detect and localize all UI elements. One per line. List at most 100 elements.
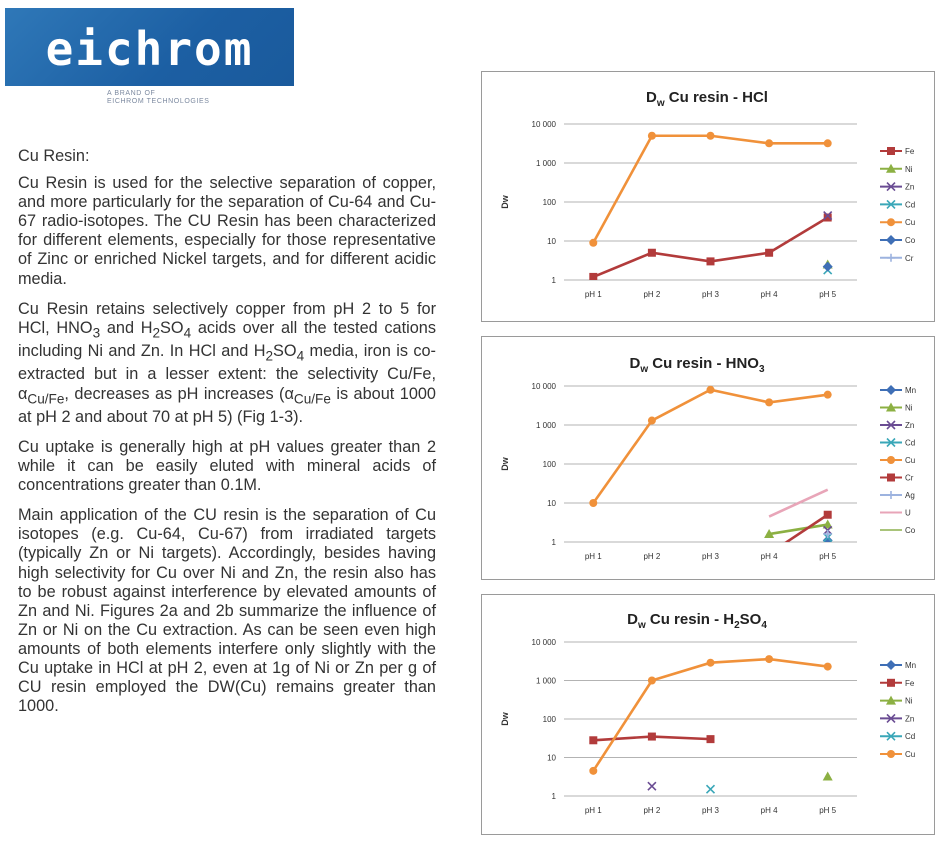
legend-label-cr: Cr: [905, 254, 914, 263]
paragraph-uptake: Cu uptake is generally high at pH values…: [18, 437, 436, 495]
legend-label-zn: Zn: [905, 421, 914, 430]
series-cu: [589, 655, 832, 775]
x-tick-label: pH 5: [819, 290, 836, 299]
y-tick-label: 100: [543, 460, 557, 469]
p2-part-g: , decreases as pH increases (α: [64, 384, 294, 403]
x-tick-label: pH 2: [643, 552, 660, 561]
subscript-cufe: Cu/Fe: [27, 390, 65, 406]
legend-marker-group: [886, 385, 896, 395]
x-tick-label: pH 1: [585, 552, 602, 561]
p2-part-d: acids over all the tested cations includ…: [18, 318, 436, 361]
legend-label-cu: Cu: [905, 456, 915, 465]
y-tick-label: 1 000: [536, 421, 557, 430]
chart-h2so4-title-d: D: [627, 611, 638, 628]
legend-marker-ag: [887, 491, 895, 499]
data-point-cu: [823, 390, 832, 399]
legend-label-fe: Fe: [905, 679, 915, 688]
data-point-fe: [647, 248, 656, 257]
legend-label-cd: Cd: [905, 200, 915, 209]
p2-part-f: media, iron is co-extracted but in a les…: [18, 342, 436, 403]
legend-marker-group: [886, 402, 896, 412]
data-point-cu: [765, 655, 774, 664]
data-point-ni: [822, 771, 833, 781]
legend-marker-group: [886, 199, 896, 209]
legend-marker-zn: [886, 182, 896, 192]
legend-marker-group: [887, 678, 895, 687]
data-point-cu: [765, 139, 774, 148]
chart-hcl-title-w: w: [656, 98, 665, 109]
series-co: [822, 261, 833, 272]
series-line-cu: [592, 388, 828, 504]
legend-marker-mn: [886, 660, 896, 670]
legend-label-mn: Mn: [905, 661, 916, 670]
chart-hno3-title: Dw Cu resin - HNO3: [629, 355, 764, 375]
data-point-cu: [589, 766, 598, 775]
data-point-cu: [823, 662, 832, 671]
legend-marker-zn: [886, 420, 896, 430]
legend-marker-group: [887, 147, 895, 155]
series-line-cu: [592, 134, 828, 244]
legend-marker-group: [886, 437, 896, 448]
x-tick-label: pH 2: [643, 806, 660, 815]
data-point-fe: [765, 248, 774, 257]
y-tick-label: 100: [543, 198, 557, 207]
series-u: [768, 488, 829, 518]
chart-h2so4: Dw Cu resin - H2SO4 1 10 100 1 000 10 000 Dw p…: [481, 594, 935, 835]
description-text: Cu Resin: Cu Resin is used for the selec…: [18, 147, 436, 727]
chart-hcl: Dw Cu resin - HCl 1 10 100 1 000 10 000 Dw pH …: [481, 71, 935, 322]
data-point-fe: [706, 735, 715, 744]
legend-marker-group: [887, 491, 895, 499]
series-line-u: [768, 488, 829, 518]
x-tick-label: pH 3: [702, 552, 719, 561]
series-zn: [647, 781, 657, 791]
data-point-cu: [589, 238, 598, 247]
brand-logo: eichrom: [5, 8, 294, 86]
x-tick-label: pH 3: [702, 806, 719, 815]
y-tick-label: 1: [552, 538, 557, 547]
paragraph-application: Main application of the CU resin is the …: [18, 506, 436, 716]
x-tick-label: pH 4: [761, 552, 778, 561]
data-point-fe: [706, 257, 715, 266]
data-point-cr: [823, 510, 832, 519]
series-cd: [705, 784, 716, 794]
y-tick-label: 10: [547, 237, 556, 246]
chart-hcl-svg: Dw Cu resin - HCl 1 10 100 1 000 10 000 Dw pH …: [500, 89, 916, 299]
y-axis-label: Dw: [500, 194, 510, 208]
legend-marker-group: [886, 420, 896, 430]
section-heading: Cu Resin:: [18, 147, 90, 165]
legend-marker-cu: [887, 218, 895, 227]
legend-label-fe: Fe: [905, 147, 915, 156]
data-point-cu: [765, 398, 774, 407]
legend-marker-ni: [886, 402, 896, 412]
legend-marker-group: [887, 473, 895, 482]
chart-hno3-title-d: D: [629, 355, 640, 372]
y-tick-label: 10: [547, 499, 556, 508]
series-cr: [784, 510, 832, 542]
legend-marker-cr: [887, 473, 895, 482]
data-point-cu: [706, 385, 715, 394]
x-tick-label: pH 1: [585, 290, 602, 299]
chart-h2so4-title-2: 2: [734, 620, 740, 631]
x-tick-label: pH 4: [761, 290, 778, 299]
legend-marker-cd: [886, 199, 896, 209]
legend-marker-fe: [887, 678, 895, 687]
data-point-fe: [589, 272, 598, 280]
data-point-cu: [647, 416, 656, 425]
legend-marker-group: [887, 218, 895, 227]
legend-label-cd: Cd: [905, 732, 915, 741]
subscript-4: 4: [183, 325, 192, 340]
legend-marker-group: [886, 695, 896, 705]
data-point-ni: [822, 519, 833, 529]
paragraph-intro: Cu Resin is used for the selective separ…: [18, 174, 436, 288]
legend-marker-cu: [887, 456, 895, 464]
logo-tagline: A BRAND OF EICHROM TECHNOLOGIES: [107, 90, 210, 106]
y-tick-label: 100: [543, 715, 557, 724]
subscript-2b: 2: [265, 348, 274, 364]
legend-marker-cd: [886, 437, 896, 448]
legend-label-mn: Mn: [905, 386, 916, 395]
series-ni: [822, 771, 833, 781]
subscript-cufe-2: Cu/Fe: [293, 390, 331, 406]
legend-label-u: U: [905, 509, 911, 518]
subscript-3: 3: [92, 325, 101, 340]
legend-marker-group: [886, 235, 896, 245]
